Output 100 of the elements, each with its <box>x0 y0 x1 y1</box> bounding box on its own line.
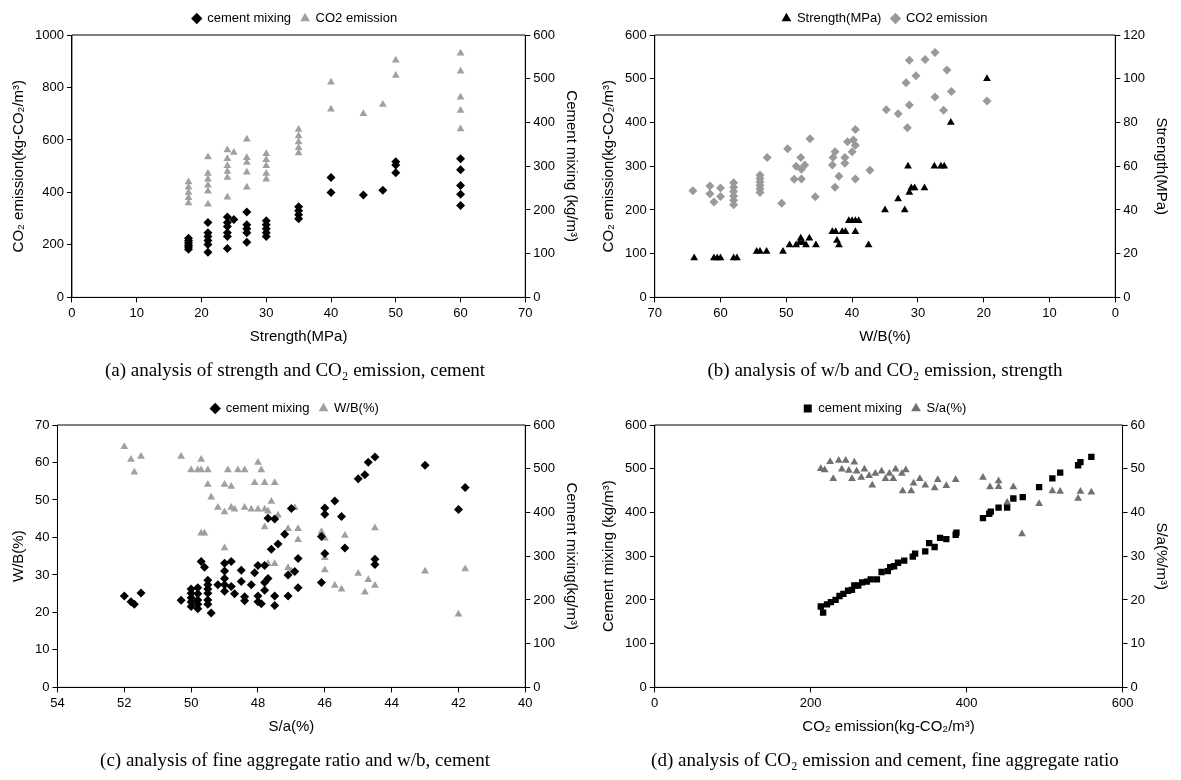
x-tick-label: 30 <box>259 304 274 320</box>
point <box>920 54 930 64</box>
x-tick-label: 0 <box>651 694 659 710</box>
point <box>881 205 889 213</box>
point <box>852 466 861 474</box>
point <box>229 148 238 155</box>
y2-axis-title: Cement mixing (kg/m³) <box>563 90 581 243</box>
point <box>930 47 940 57</box>
point <box>936 534 944 542</box>
y2-tick-label: 100 <box>533 635 556 651</box>
point <box>294 524 302 532</box>
y-tick-label: 0 <box>42 678 50 694</box>
y-tick-label: 600 <box>624 26 647 42</box>
point <box>220 480 229 487</box>
y2-tick-label: 300 <box>533 157 556 173</box>
y-tick-label: 100 <box>624 635 647 651</box>
x-tick-label: 10 <box>129 304 144 320</box>
point <box>930 483 939 491</box>
point <box>705 189 715 199</box>
point <box>254 457 262 465</box>
y2-tick-label: 50 <box>1130 460 1146 476</box>
point <box>260 478 269 485</box>
point <box>340 531 349 538</box>
x-axis-title: W/B(%) <box>859 327 911 345</box>
point <box>715 183 725 193</box>
point <box>898 486 907 494</box>
x-tick-label: 60 <box>453 304 468 320</box>
point <box>877 466 886 474</box>
x-tick-label: 46 <box>317 694 333 710</box>
point <box>909 478 918 486</box>
x-tick-label: 70 <box>518 304 533 320</box>
point <box>220 543 229 551</box>
point <box>359 109 368 116</box>
point <box>270 559 279 566</box>
point <box>779 246 787 254</box>
point <box>456 66 465 74</box>
point <box>1049 475 1056 482</box>
y-tick-label: 0 <box>639 288 647 304</box>
y-tick-label: 200 <box>42 236 64 252</box>
point <box>889 474 898 482</box>
x-tick-label: 400 <box>955 694 978 710</box>
y2-tick-label: 60 <box>1130 416 1146 432</box>
y2-tick-label: 20 <box>1123 245 1138 261</box>
point <box>931 543 938 551</box>
legend-label: S/a(%) <box>926 400 967 416</box>
point <box>834 171 844 181</box>
point <box>184 177 193 185</box>
point <box>690 253 699 261</box>
point <box>920 183 929 191</box>
point <box>260 522 269 530</box>
x-tick-label: 50 <box>779 304 794 320</box>
y2-tick-label: 20 <box>1130 591 1146 607</box>
point <box>262 174 271 182</box>
point <box>802 240 810 248</box>
y-axis-title: W/B(%) <box>9 530 27 583</box>
y-tick-label: 600 <box>42 131 64 147</box>
point <box>242 237 252 247</box>
point <box>933 475 942 482</box>
x-tick-label: 60 <box>713 304 728 320</box>
point <box>1010 495 1017 502</box>
y-tick-label: 0 <box>56 288 64 304</box>
point <box>835 240 843 248</box>
point <box>688 186 698 196</box>
y-tick-label: 40 <box>34 529 50 545</box>
point <box>456 92 465 100</box>
point <box>756 246 764 254</box>
point <box>127 454 135 462</box>
point <box>897 469 906 476</box>
point <box>330 580 339 588</box>
point <box>817 603 824 610</box>
y-axis-title: CO₂ emission(kg-CO₂/m³) <box>9 79 27 253</box>
y2-tick-label: 40 <box>1130 504 1146 520</box>
point <box>262 161 271 168</box>
y-tick-label: 20 <box>34 604 50 620</box>
x-tick-label: 44 <box>384 694 399 710</box>
x-tick-label: 40 <box>323 304 339 320</box>
point <box>979 472 987 480</box>
point <box>454 609 463 617</box>
point <box>456 48 465 56</box>
point <box>907 486 916 494</box>
y-tick-label: 100 <box>624 245 647 261</box>
y2-tick-label: 80 <box>1123 114 1138 130</box>
point <box>733 253 741 261</box>
point <box>378 185 388 195</box>
point <box>873 576 881 583</box>
point <box>371 580 379 588</box>
point <box>946 117 955 125</box>
point <box>197 454 206 462</box>
legend-label: CO2 emission <box>315 10 398 26</box>
point <box>1035 499 1043 506</box>
point <box>203 247 213 257</box>
point <box>456 201 466 211</box>
point <box>267 496 276 504</box>
point <box>848 474 856 482</box>
point <box>378 100 387 107</box>
point <box>930 92 940 102</box>
point <box>207 492 216 500</box>
point <box>715 191 725 201</box>
x-tick-label: 40 <box>518 694 533 710</box>
point <box>844 465 853 473</box>
